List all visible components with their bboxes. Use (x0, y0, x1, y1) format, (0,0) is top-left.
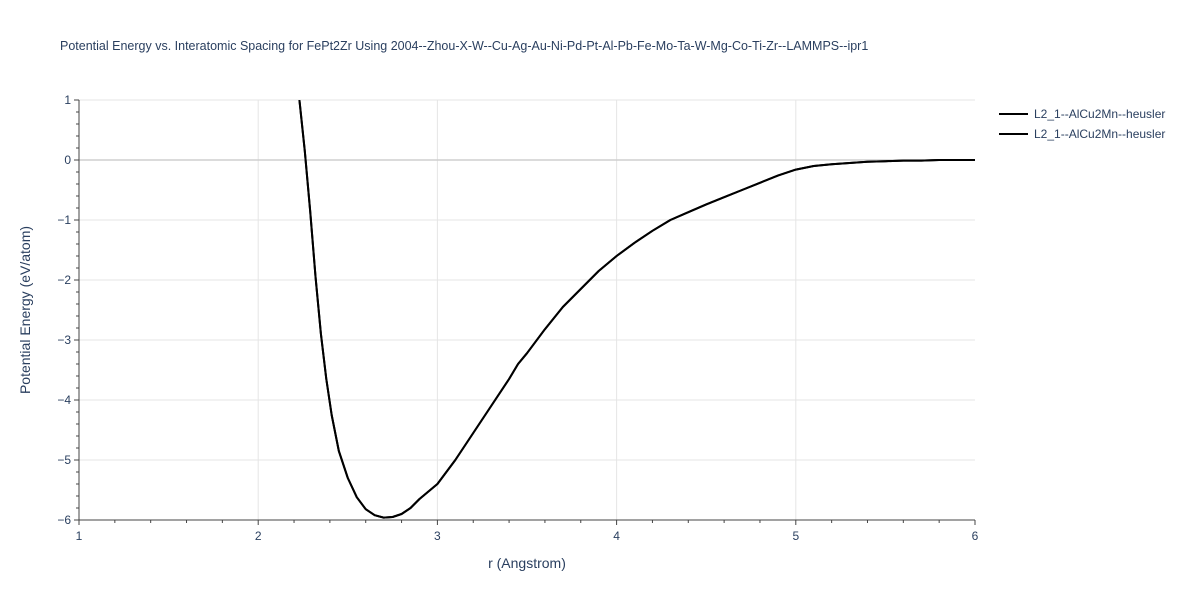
legend-item[interactable]: L2_1--AlCu2Mn--heusler (999, 107, 1165, 121)
y-tick-label: 1 (64, 93, 71, 107)
y-tick-label: −5 (57, 453, 71, 467)
y-axis-title: Potential Energy (eV/atom) (17, 226, 33, 394)
y-tick-label: −6 (57, 513, 71, 527)
series-line-1[interactable] (298, 100, 975, 519)
legend-label: L2_1--AlCu2Mn--heusler (1034, 127, 1165, 141)
series-line-2[interactable] (298, 100, 975, 519)
chart-title: Potential Energy vs. Interatomic Spacing… (60, 39, 868, 53)
legend-item[interactable]: L2_1--AlCu2Mn--heusler (999, 127, 1165, 141)
y-tick-label: −1 (57, 213, 71, 227)
x-tick-label: 5 (792, 529, 799, 543)
legend-label: L2_1--AlCu2Mn--heusler (1034, 107, 1165, 121)
minor-ticks (74, 99, 976, 525)
x-tick-label: 2 (255, 529, 262, 543)
legend[interactable]: L2_1--AlCu2Mn--heusler L2_1--AlCu2Mn--heu… (999, 107, 1165, 141)
x-tick-label: 4 (613, 529, 620, 543)
x-axis-title: r (Angstrom) (488, 555, 566, 571)
x-tick-label: 6 (972, 529, 979, 543)
grid (79, 99, 975, 520)
axes (78, 100, 975, 521)
tick-labels: 1 2 3 4 5 6 1 0 −1 −2 −3 −4 −5 −6 (57, 93, 978, 543)
y-tick-label: −3 (57, 333, 71, 347)
y-tick-label: −4 (57, 393, 71, 407)
x-tick-label: 3 (434, 529, 441, 543)
series (298, 100, 975, 519)
y-tick-label: 0 (64, 153, 71, 167)
x-tick-label: 1 (76, 529, 83, 543)
y-tick-label: −2 (57, 273, 71, 287)
